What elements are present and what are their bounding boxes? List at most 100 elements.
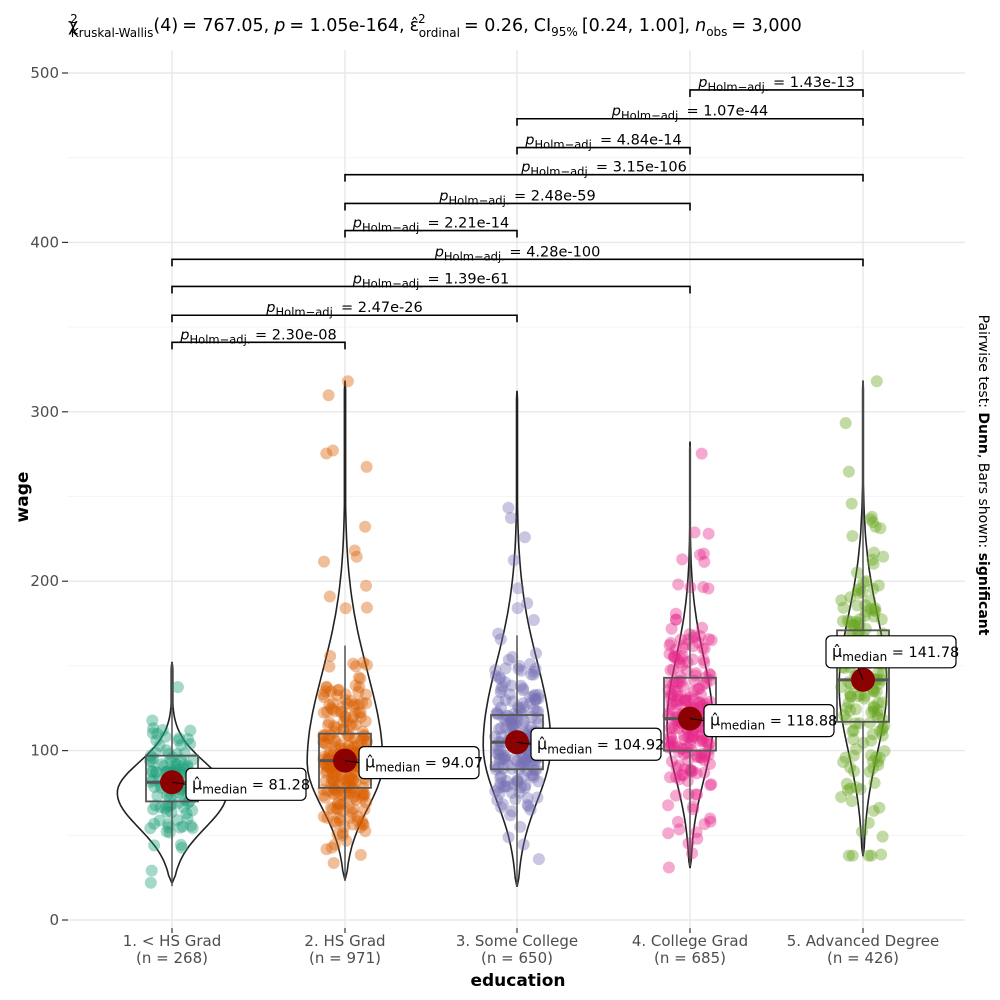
data-point [331,684,344,697]
data-point [499,780,512,793]
data-point [862,849,875,862]
data-point [146,755,159,768]
data-point [344,718,357,731]
data-point [360,697,373,710]
data-point [504,512,517,524]
data-point [335,706,348,719]
data-point [527,703,540,716]
data-point [350,793,363,806]
data-point [844,782,857,795]
data-point [697,547,710,560]
data-point [842,465,855,478]
data-point [354,734,367,747]
data-point [497,753,510,766]
data-point [856,825,868,838]
data-point [499,662,512,675]
data-point [511,602,524,615]
data-point [876,729,889,742]
x-tick-label: 4. College Grad [632,932,748,950]
data-point [328,725,341,738]
data-point [841,614,854,627]
median-label-leader [516,741,532,745]
data-point [703,667,716,680]
data-point [500,775,513,787]
data-point [667,650,680,663]
data-point [495,701,507,714]
data-point [674,694,686,707]
data-point [515,664,528,677]
y-tick-label: 0 [49,911,59,929]
data-point [343,771,356,784]
data-point [496,798,509,811]
data-point [682,837,695,850]
pairwise-bracket [171,285,691,294]
data-point [150,765,162,778]
data-point [871,711,884,724]
data-point [529,688,541,701]
data-point [671,685,684,698]
data-point [336,827,349,839]
data-point [507,554,520,567]
data-point [667,696,680,709]
ci-label: CI [534,16,551,36]
data-point [160,805,173,818]
data-point [327,774,340,786]
data-point [678,694,691,707]
data-point [357,788,370,801]
data-point [851,566,863,579]
data-point [324,746,336,758]
data-point [674,670,687,683]
data-point [672,745,685,758]
data-point [347,711,360,724]
data-point [702,633,715,646]
data-point [690,788,703,801]
data-point [698,656,711,669]
data-point [872,579,885,592]
data-point [521,764,534,777]
data-point [348,732,361,745]
data-point [331,689,344,702]
data-point [170,758,183,771]
violin-3 [482,390,552,887]
median-label-leader [857,667,864,681]
data-point [694,630,706,642]
data-point [690,788,702,801]
data-point [690,667,703,680]
data-point [354,711,367,724]
data-point [329,735,342,748]
data-point [871,707,884,720]
data-point [858,692,871,705]
data-point [878,719,891,732]
data-point [320,843,333,856]
data-point [173,732,186,745]
data-point [698,754,711,767]
data-point [850,743,863,756]
median-label-leader [689,718,705,722]
data-point [499,750,512,762]
data-point [492,627,505,640]
data-point [511,710,524,723]
data-point [532,688,545,701]
data-point [836,615,849,628]
data-point [691,750,704,762]
y-axis-title: wage [13,472,33,523]
data-point [319,791,332,804]
data-point [354,706,367,719]
pairwise-label: pHolm−adj. = 3.15e-106 [520,160,687,179]
data-point [166,751,179,764]
data-point [328,787,341,800]
data-point [346,719,358,732]
pairwise-label: pHolm−adj. = 2.30e-08 [179,327,336,346]
data-point [360,601,373,614]
data-point [489,669,502,682]
data-point [186,822,199,835]
data-point [664,722,677,735]
data-point [336,788,349,801]
pairwise-label: pHolm−adj. = 2.48e-59 [438,188,595,207]
data-point [149,799,162,812]
data-point [327,857,340,869]
data-point [320,681,333,694]
data-point [345,773,358,786]
data-point [175,738,188,751]
median-label: μ̂median = 81.28 [192,774,310,796]
